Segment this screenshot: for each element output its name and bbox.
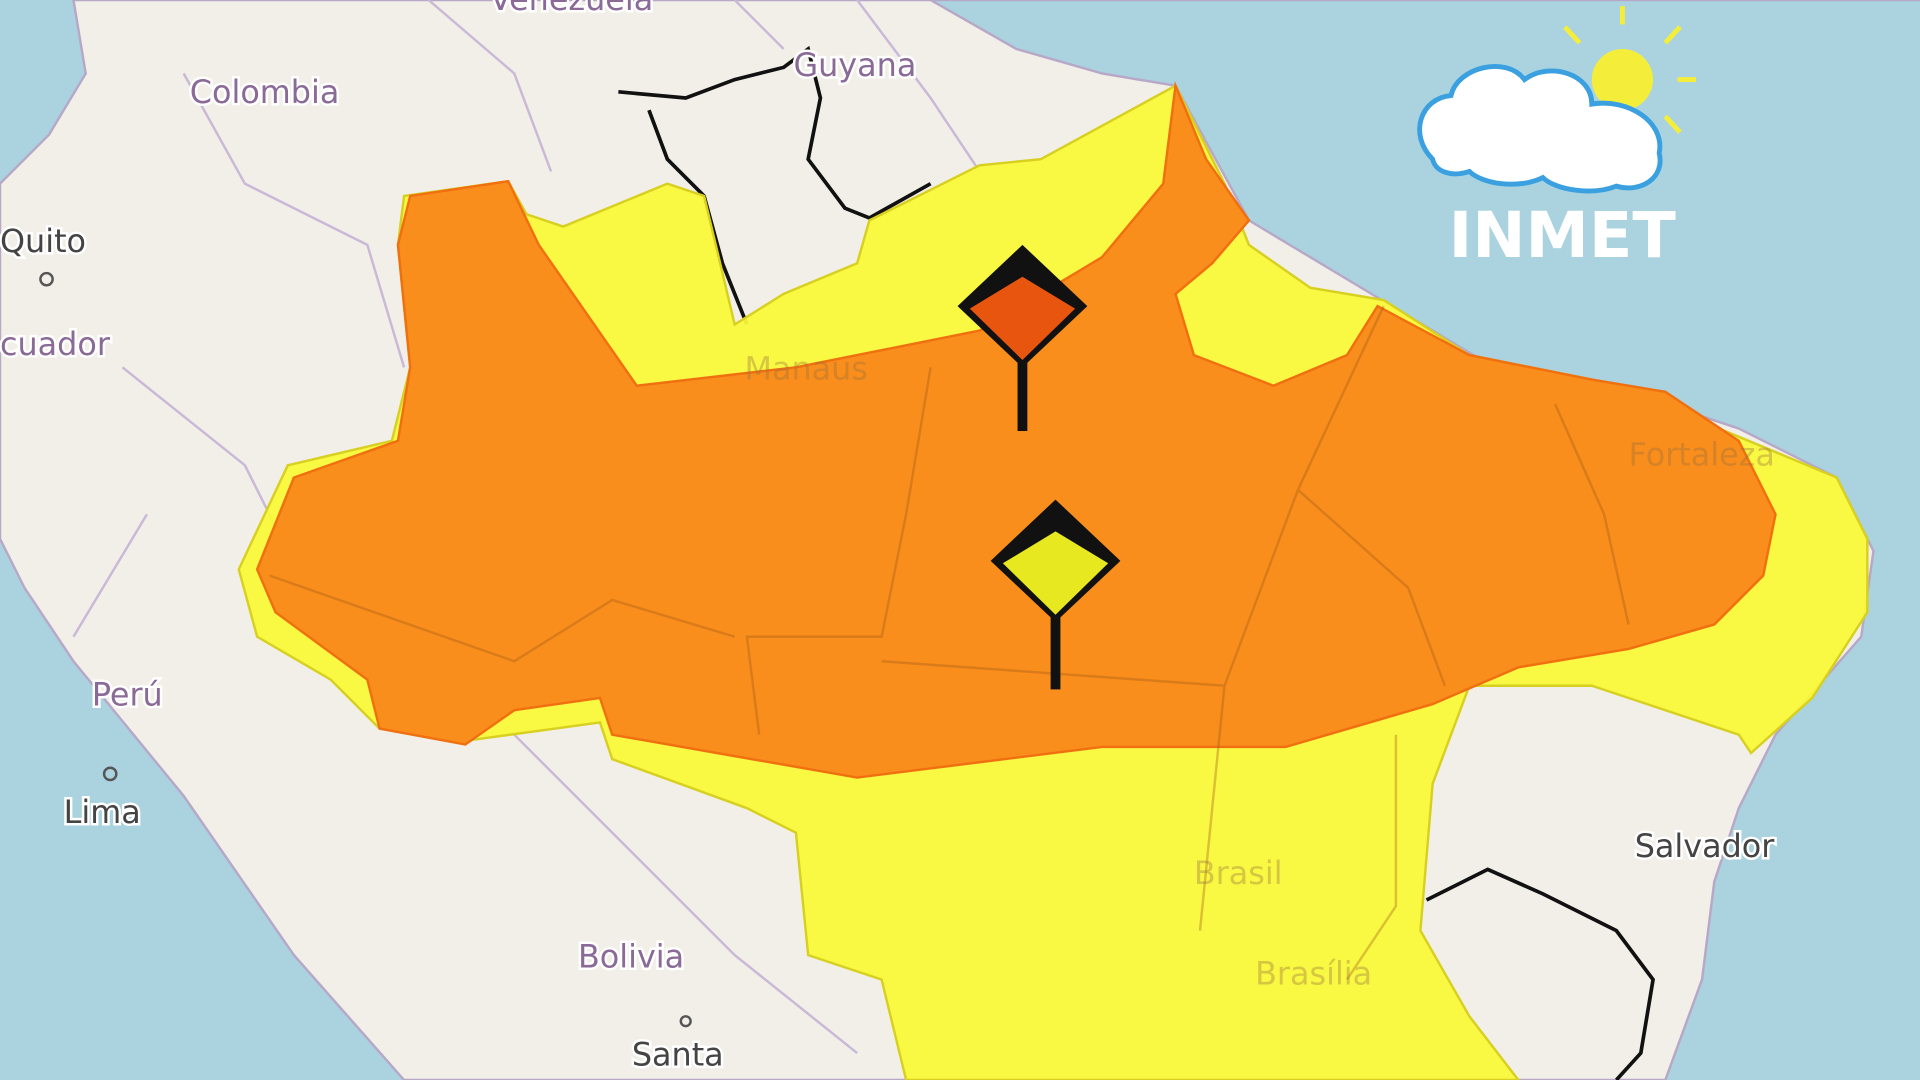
city-dot xyxy=(39,271,54,287)
label-venezuela: Venezuela xyxy=(490,0,653,18)
label-brasilia: Brasília xyxy=(1255,954,1372,992)
label-peru: Perú xyxy=(92,675,163,713)
label-santa: Santa xyxy=(632,1035,724,1073)
logo-text: INMET xyxy=(1449,199,1677,273)
label-ecuador: cuador xyxy=(0,325,111,363)
state-lines xyxy=(268,305,1630,981)
label-bolivia: Bolivia xyxy=(578,937,684,975)
label-colombia: Colombia xyxy=(190,73,340,111)
city-dot xyxy=(679,1015,692,1028)
label-guyana: Guyana xyxy=(793,46,916,84)
label-salvador: Salvador xyxy=(1635,827,1776,865)
label-brasil: Brasil xyxy=(1194,854,1283,892)
inmet-logo: INMET xyxy=(1417,6,1696,273)
label-fortaleza: Fortaleza xyxy=(1629,435,1775,473)
label-manaus: Manaus xyxy=(744,350,867,388)
borders xyxy=(72,0,981,1055)
cloud-sun-icon xyxy=(1417,6,1696,194)
label-quito: Quito xyxy=(0,222,86,260)
orange-alert-area[interactable] xyxy=(255,80,1777,779)
city-dot xyxy=(102,766,118,782)
label-lima: Lima xyxy=(64,793,141,831)
